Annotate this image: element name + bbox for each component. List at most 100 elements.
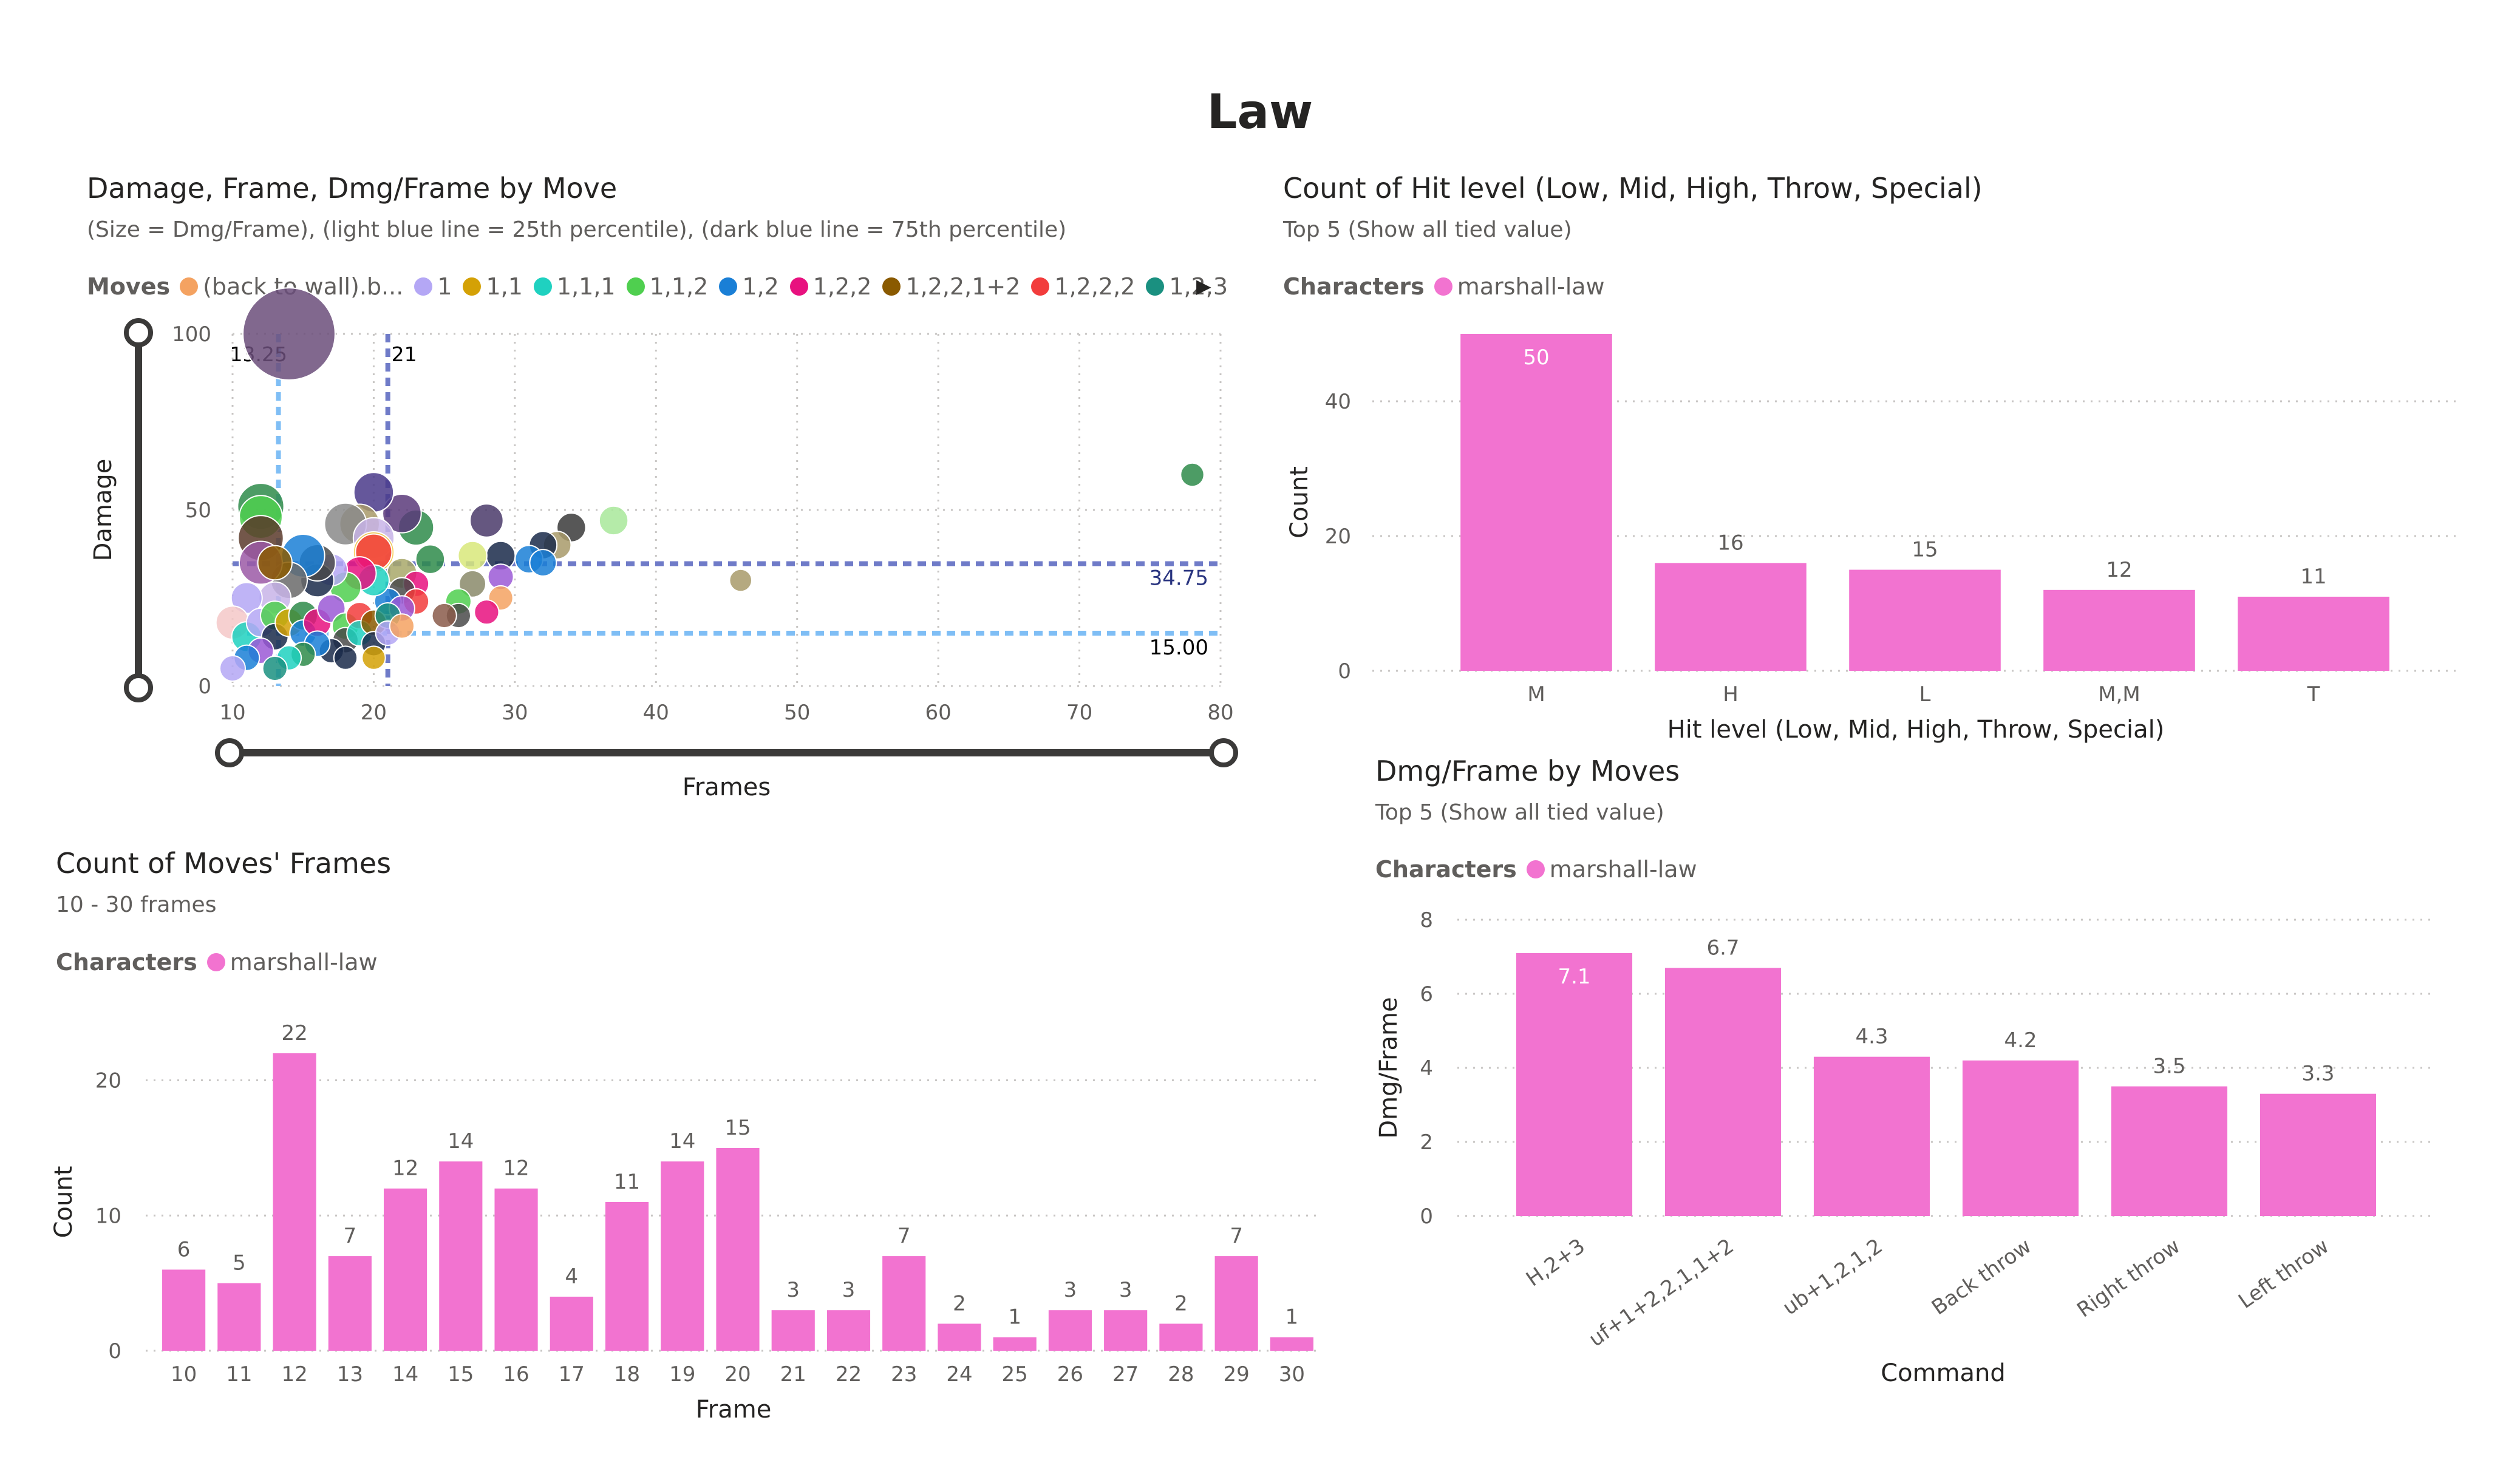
frames-count-x-tick-label: 11 — [226, 1362, 252, 1387]
legend-dot-icon — [414, 277, 433, 296]
x-zoom-slider-handle[interactable] — [215, 738, 244, 767]
scatter-point — [469, 503, 504, 538]
scatter-title: Damage, Frame, Dmg/Frame by Move — [87, 172, 618, 205]
frames-count-data-label: 2 — [1174, 1291, 1188, 1316]
scatter-legend-item[interactable]: 1,2,2,1+2 — [882, 273, 1020, 300]
frames-count-data-label: 22 — [281, 1021, 307, 1045]
frames-count-legend-title: Characters — [56, 949, 197, 976]
frames-count-bar — [826, 1310, 871, 1351]
frames-count-y-tick-label: 0 — [108, 1339, 121, 1364]
frames-count-data-label: 3 — [842, 1278, 856, 1302]
scatter-x-axis-title: Frames — [683, 773, 771, 801]
frames-count-x-tick-label: 23 — [891, 1362, 917, 1387]
frames-count-data-label: 7 — [897, 1224, 911, 1248]
scatter-legend-items: (back to wall).b... 1 1,1 1,1,1 1,1,2 1,2 1,2,… — [180, 273, 1239, 300]
scatter-legend-item[interactable]: 1,2,2 — [789, 273, 871, 300]
dmg-frame-subtitle: Top 5 (Show all tied value) — [1375, 800, 1664, 825]
frames-count-x-tick-label: 22 — [836, 1362, 862, 1387]
legend-dot-icon — [206, 953, 225, 971]
hit-level-legend: Characters marshall-law — [1283, 273, 1616, 300]
hit-level-y-tick-label: 0 — [1338, 659, 1351, 684]
frames-count-data-label: 3 — [1064, 1278, 1077, 1302]
scatter-point — [389, 613, 415, 639]
dmg-frame-data-label: 6.7 — [1706, 936, 1739, 960]
scatter-legend-item[interactable]: 1,2,2,2 — [1031, 273, 1135, 300]
frames-count-bar — [383, 1188, 427, 1351]
hit-level-y-tick-label: 20 — [1325, 525, 1351, 549]
frames-count-data-label: 7 — [344, 1224, 357, 1248]
frames-count-x-tick-label: 18 — [614, 1362, 640, 1387]
scatter-x-tick-label: 40 — [643, 701, 669, 725]
hit-level-x-tick-label: M — [1527, 682, 1545, 707]
frames-count-x-tick-label: 17 — [559, 1362, 585, 1387]
frames-count-x-tick-label: 21 — [780, 1362, 806, 1387]
scatter-legend-item[interactable]: 1,1 — [463, 273, 523, 300]
x-zoom-slider-handle[interactable] — [1209, 738, 1238, 767]
frames-count-bar — [1048, 1310, 1092, 1351]
dmg-frame-bar — [2111, 1086, 2228, 1216]
frames-count-bar — [605, 1202, 649, 1351]
frames-count-y-tick-label: 20 — [95, 1069, 121, 1093]
scatter-point — [361, 645, 386, 670]
dmg-frame-data-label: 4.3 — [1855, 1025, 1888, 1049]
legend-dot-icon — [1146, 277, 1165, 296]
hit-level-x-tick-label: M,M — [2098, 682, 2140, 707]
scatter-ref-label: 21 — [392, 342, 417, 366]
scatter-point — [415, 544, 446, 574]
scatter-x-tick-label: 10 — [219, 701, 245, 725]
frames-count-y-axis-title: Count — [50, 1166, 78, 1238]
frames-count-x-tick-label: 14 — [392, 1362, 418, 1387]
legend-dot-icon — [1031, 277, 1050, 296]
scatter-y-axis-title: Damage — [89, 459, 117, 562]
frames-count-x-tick-label: 30 — [1279, 1362, 1305, 1387]
frames-count-legend-label: marshall-law — [230, 949, 378, 976]
scatter-legend: Moves (back to wall).b... 1 1,1 1,1,1 1,1,2 1… — [87, 273, 1239, 300]
hit-level-x-tick-label: L — [1919, 682, 1931, 707]
hit-level-data-label: 12 — [2106, 558, 2132, 582]
scatter-point — [1180, 462, 1205, 487]
scatter-x-tick-label: 30 — [502, 701, 528, 725]
scatter-point — [474, 599, 500, 625]
legend-dot-icon — [533, 277, 552, 296]
dmg-frame-data-label: 3.3 — [2301, 1062, 2334, 1086]
scatter-legend-item[interactable]: 1,2 — [719, 273, 779, 300]
dmg-frame-data-label: 4.2 — [2004, 1028, 2037, 1053]
dmg-frame-data-label: 3.5 — [2153, 1055, 2185, 1079]
dmg-frame-x-axis-title: Command — [1881, 1359, 2006, 1387]
frames-count-x-tick-label: 15 — [448, 1362, 474, 1387]
scatter-point — [219, 655, 246, 682]
frames-count-data-label: 6 — [177, 1237, 191, 1262]
frames-count-x-tick-label: 16 — [503, 1362, 529, 1387]
dmg-frame-y-tick-label: 0 — [1420, 1204, 1433, 1229]
y-zoom-slider-handle[interactable] — [124, 318, 153, 347]
frames-count-x-tick-label: 29 — [1224, 1362, 1250, 1387]
hit-level-legend-item: marshall-law — [1434, 273, 1605, 300]
dmg-frame-y-tick-label: 6 — [1420, 982, 1433, 1007]
frames-count-bar — [1104, 1310, 1148, 1351]
scatter-ref-label: 34.75 — [1149, 566, 1208, 590]
frames-count-data-label: 12 — [392, 1156, 418, 1181]
hit-level-y-tick-label: 40 — [1325, 390, 1351, 414]
y-zoom-slider-handle[interactable] — [124, 673, 153, 702]
scatter-legend-item[interactable]: 1,2,3 — [1146, 273, 1228, 300]
frames-count-bar — [1214, 1256, 1258, 1351]
scatter-legend-title: Moves — [87, 273, 171, 300]
scatter-ref-label: 15.00 — [1149, 636, 1208, 660]
scatter-legend-item[interactable]: 1 — [414, 273, 452, 300]
hit-level-data-label: 50 — [1523, 345, 1549, 370]
scatter-legend-item[interactable]: 1,1,2 — [626, 273, 708, 300]
dmg-frame-y-axis-title: Dmg/Frame — [1375, 997, 1403, 1138]
scatter-point — [262, 655, 288, 682]
dmg-frame-data-label: 7.1 — [1558, 965, 1590, 989]
scatter-point — [242, 287, 336, 381]
frames-count-bar — [494, 1188, 538, 1351]
frames-count-bar — [938, 1323, 981, 1351]
frames-count-bar — [716, 1147, 760, 1351]
frames-count-bar — [771, 1310, 815, 1351]
legend-next-arrow-icon[interactable]: ▶ — [1196, 274, 1211, 297]
dmg-frame-bar — [1516, 953, 1633, 1216]
scatter-point — [333, 645, 358, 670]
scatter-legend-item[interactable]: 1,1,1 — [533, 273, 616, 300]
